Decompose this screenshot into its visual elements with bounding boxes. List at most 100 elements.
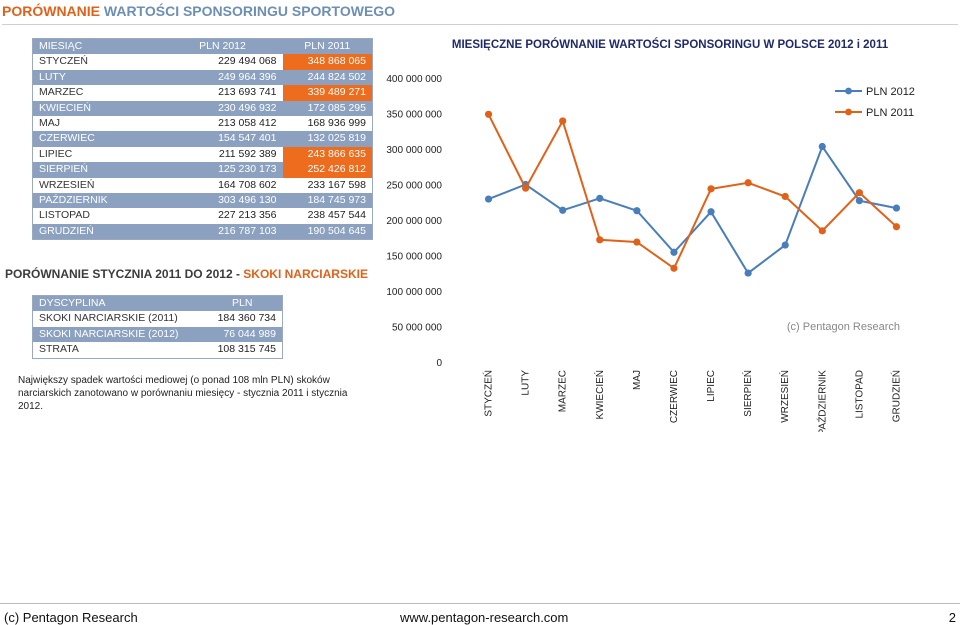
table-row: WRZESIEŃ 164 708 602 233 167 598: [32, 177, 373, 194]
table-row: LIPIEC 211 592 389 243 866 635: [32, 146, 373, 163]
data-point: [670, 248, 678, 256]
table-header-cell: PLN 2012: [162, 38, 283, 55]
data-point: [781, 241, 789, 249]
monthly-line-chart: MIESIĘCZNE PORÓWNANIE WARTOŚCI SPONSORIN…: [386, 38, 915, 432]
month-cell: KWIECIEŃ: [32, 100, 163, 117]
y-tick-label: 150 000 000: [386, 252, 442, 263]
legend-marker: [845, 87, 852, 95]
value-2012-cell: 249 964 396: [162, 69, 283, 86]
ski-header-row: DYSCYPLINA PLN: [32, 295, 283, 312]
ski-row: SKOKI NARCIARSKIE (2011) 184 360 734: [32, 311, 283, 327]
x-tick-label: GRUDZIEŃ: [889, 370, 902, 422]
data-point: [892, 223, 901, 231]
footer: (c) Pentagon Research www.pentagon-resea…: [0, 603, 960, 625]
page-title: PORÓWNANIE WARTOŚCI SPONSORINGU SPORTOWE…: [2, 3, 395, 19]
x-tick-label: CZERWIEC: [669, 370, 680, 423]
chart-watermark: (c) Pentagon Research: [787, 321, 900, 333]
data-point: [559, 117, 567, 125]
value-2011-cell: 132 025 819: [282, 131, 373, 147]
value-2012-cell: 227 213 356: [162, 208, 283, 224]
chart-title: MIESIĘCZNE PORÓWNANIE WARTOŚCI SPONSORIN…: [452, 38, 889, 51]
x-tick-label: SIERPIEŃ: [741, 370, 754, 417]
x-tick-label: LUTY: [521, 370, 532, 396]
month-cell: STYCZEŃ: [32, 54, 163, 70]
value-2012-cell: 211 592 389: [162, 146, 283, 163]
data-point: [818, 142, 826, 151]
data-point: [633, 238, 641, 246]
table-header-cell: MIESIĄC: [32, 38, 163, 55]
x-tick-label: KWIECIEŃ: [593, 370, 606, 419]
table-row: MARZEC 213 693 741 339 489 271: [32, 85, 373, 101]
month-cell: LIPIEC: [32, 146, 163, 163]
x-tick-label: MARZEC: [558, 370, 569, 412]
ski-label-cell: SKOKI NARCIARSKIE (2011): [32, 311, 203, 327]
y-tick-label: 200 000 000: [386, 216, 442, 227]
data-point: [484, 195, 493, 203]
data-point: [522, 184, 530, 192]
ski-header-cell: PLN: [202, 295, 283, 312]
data-point: [744, 179, 752, 187]
y-tick-label: 250 000 000: [386, 181, 442, 192]
month-cell: GRUDZIEŃ: [32, 223, 163, 240]
y-tick-label: 300 000 000: [386, 145, 442, 156]
table-row: SIERPIEŃ 125 230 173 252 426 812: [32, 162, 373, 178]
ski-title-accent: SKOKI NARCIARSKIE: [243, 267, 368, 281]
value-2012-cell: 216 787 103: [162, 223, 283, 240]
ski-value-cell: 108 315 745: [202, 342, 283, 359]
data-point: [596, 194, 604, 202]
ski-label-cell: STRATA: [32, 342, 203, 359]
value-2011-cell: 252 426 812: [282, 162, 373, 178]
x-tick-label: WRZESIEŃ: [778, 370, 791, 423]
top-divider: [2, 24, 958, 25]
y-tick-label: 100 000 000: [386, 287, 442, 298]
ski-row: STRATA 108 315 745: [32, 342, 283, 359]
page-title-rest: WARTOŚCI SPONSORINGU SPORTOWEGO: [100, 3, 396, 19]
value-2012-cell: 230 496 932: [162, 100, 283, 117]
table-row: LISTOPAD 227 213 356 238 457 544: [32, 208, 373, 224]
ski-table: DYSCYPLINA PLN SKOKI NARCIARSKIE (2011) 184…: [32, 295, 283, 359]
value-2011-cell: 339 489 271: [282, 85, 373, 101]
value-2011-cell: 184 745 973: [282, 193, 373, 209]
monthly-table: MIESIĄC PLN 2012 PLN 2011 STYCZEŃ 229 494 06…: [32, 38, 373, 241]
value-2011-cell: 348 868 065: [282, 54, 373, 70]
data-point: [670, 264, 678, 272]
table-header-cell: PLN 2011: [282, 38, 373, 55]
table-row: LUTY 249 964 396 244 824 502: [32, 69, 373, 86]
data-point: [855, 197, 863, 205]
value-2011-cell: 233 167 598: [282, 177, 373, 194]
value-2012-cell: 229 494 068: [162, 54, 283, 70]
y-tick-label: 0: [436, 358, 442, 369]
ski-comparison-title: PORÓWNANIE STYCZNIA 2011 DO 2012 - SKOKI…: [5, 267, 368, 281]
value-2012-cell: 164 708 602: [162, 177, 283, 194]
data-point: [818, 227, 826, 235]
value-2011-cell: 244 824 502: [282, 69, 373, 86]
table-row: MAJ 213 058 412 168 936 999: [32, 116, 373, 132]
data-point: [596, 236, 604, 244]
page-title-accent: PORÓWNANIE: [2, 3, 100, 19]
data-point: [707, 208, 715, 216]
y-tick-label: 50 000 000: [392, 323, 442, 334]
month-cell: CZERWIEC: [32, 131, 163, 147]
value-2011-cell: 172 085 295: [282, 100, 373, 117]
ski-label-cell: SKOKI NARCIARSKIE (2012): [32, 326, 203, 343]
footer-page-number: 2: [948, 610, 956, 625]
x-tick-label: STYCZEŃ: [482, 370, 495, 417]
value-2012-cell: 303 496 130: [162, 193, 283, 209]
table-row: PAŹDZIERNIK 303 496 130 184 745 973: [32, 193, 373, 209]
ski-value-cell: 184 360 734: [202, 311, 283, 327]
data-point: [892, 204, 901, 212]
data-point: [559, 206, 567, 214]
value-2012-cell: 213 058 412: [162, 116, 283, 132]
x-tick-label: LIPIEC: [706, 370, 717, 402]
ski-note: Największy spadek wartości mediowej (o p…: [18, 375, 348, 412]
data-point: [633, 207, 641, 215]
legend-label: PLN 2012: [866, 86, 915, 98]
value-2011-cell: 190 504 645: [282, 223, 373, 240]
value-2011-cell: 168 936 999: [282, 116, 373, 132]
ski-header-cell: DYSCYPLINA: [32, 295, 203, 312]
series-line-2012: [488, 144, 897, 275]
table-row: CZERWIEC 154 547 401 132 025 819: [32, 131, 373, 147]
x-tick-label: LISTOPAD: [854, 370, 865, 419]
y-tick-label: 350 000 000: [386, 110, 442, 121]
value-2012-cell: 213 693 741: [162, 85, 283, 101]
